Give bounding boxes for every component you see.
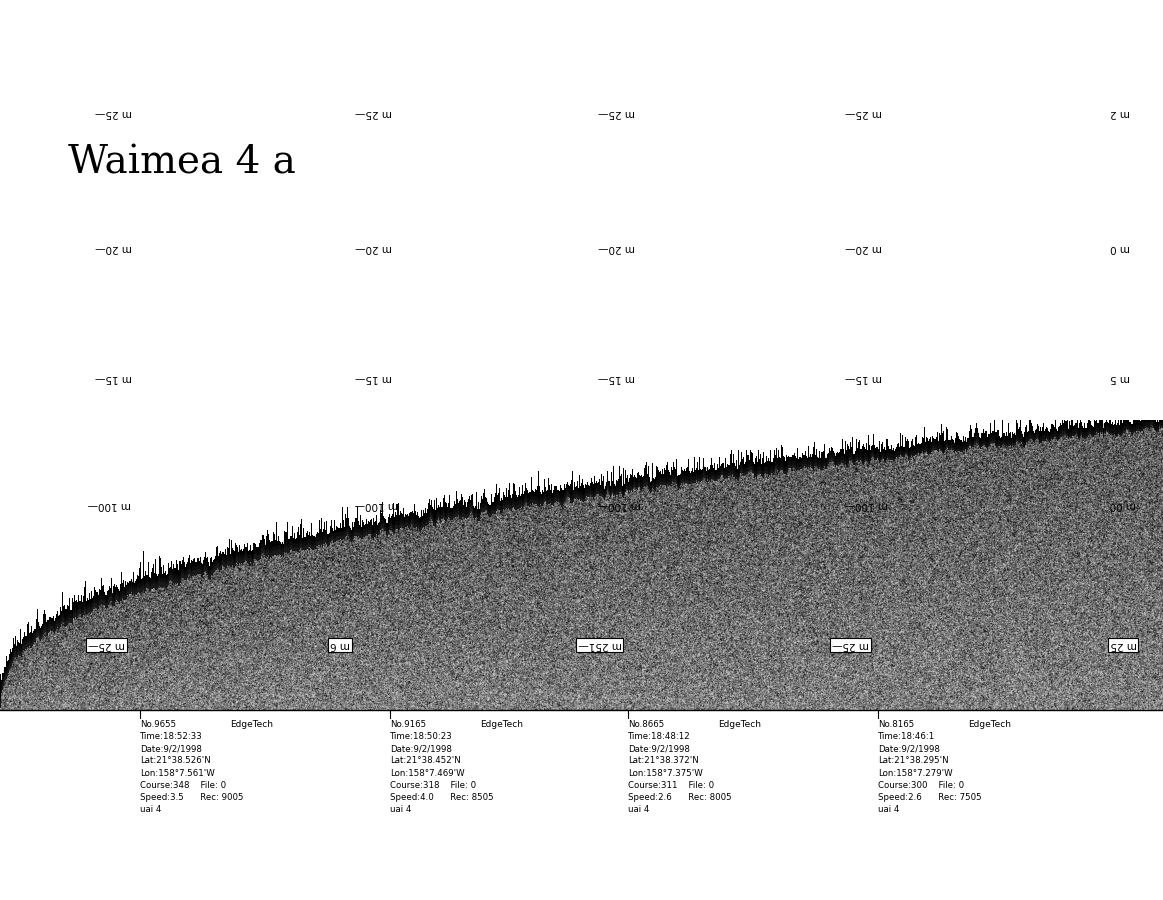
Text: m 25—: m 25— [355,108,392,118]
Text: Waimea 4 a: Waimea 4 a [67,145,295,182]
Text: m 100—: m 100— [598,500,641,510]
Text: m 25—: m 25— [832,640,869,650]
Text: m 15—: m 15— [355,373,392,383]
Text: No.9165
Time:18:50:23
Date:9/2/1998
Lat:21°38.452'N
Lon:158°7.469'W
Course:318  : No.9165 Time:18:50:23 Date:9/2/1998 Lat:… [390,720,493,814]
Text: m 20—: m 20— [598,243,635,253]
Text: m 251—: m 251— [578,640,622,650]
Text: m 2: m 2 [1110,108,1130,118]
Text: m 25—: m 25— [88,640,124,650]
Text: m 20—: m 20— [95,243,131,253]
Text: m 15—: m 15— [598,373,635,383]
Text: EdgeTech: EdgeTech [480,720,523,729]
Text: m 0: m 0 [1110,243,1130,253]
Text: m 25: m 25 [1110,640,1136,650]
Text: m 100—: m 100— [355,500,399,510]
Text: EdgeTech: EdgeTech [718,720,761,729]
Text: No.9655
Time:18:52:33
Date:9/2/1998
Lat:21°38.526'N
Lon:158°7.561'W
Course:348  : No.9655 Time:18:52:33 Date:9/2/1998 Lat:… [140,720,243,814]
Text: m 00: m 00 [1110,500,1136,510]
Text: m 6: m 6 [330,640,350,650]
Text: m 5: m 5 [1110,373,1130,383]
Text: EdgeTech: EdgeTech [968,720,1011,729]
Text: m 15—: m 15— [95,373,131,383]
Text: m 15—: m 15— [846,373,882,383]
Text: EdgeTech: EdgeTech [230,720,273,729]
Text: No.8165
Time:18:46:1
Date:9/2/1998
Lat:21°38.295'N
Lon:158°7.279'W
Course:300   : No.8165 Time:18:46:1 Date:9/2/1998 Lat:2… [878,720,982,814]
Text: m 25—: m 25— [598,108,635,118]
Text: m 100—: m 100— [88,500,131,510]
Text: m 100—: m 100— [846,500,889,510]
Text: No.8665
Time:18:48:12
Date:9/2/1998
Lat:21°38.372'N
Lon:158°7.375'W
Course:311  : No.8665 Time:18:48:12 Date:9/2/1998 Lat:… [628,720,732,814]
Text: m 25—: m 25— [95,108,131,118]
Text: m 20—: m 20— [355,243,392,253]
Text: m 20—: m 20— [846,243,882,253]
Text: m 25—: m 25— [846,108,882,118]
